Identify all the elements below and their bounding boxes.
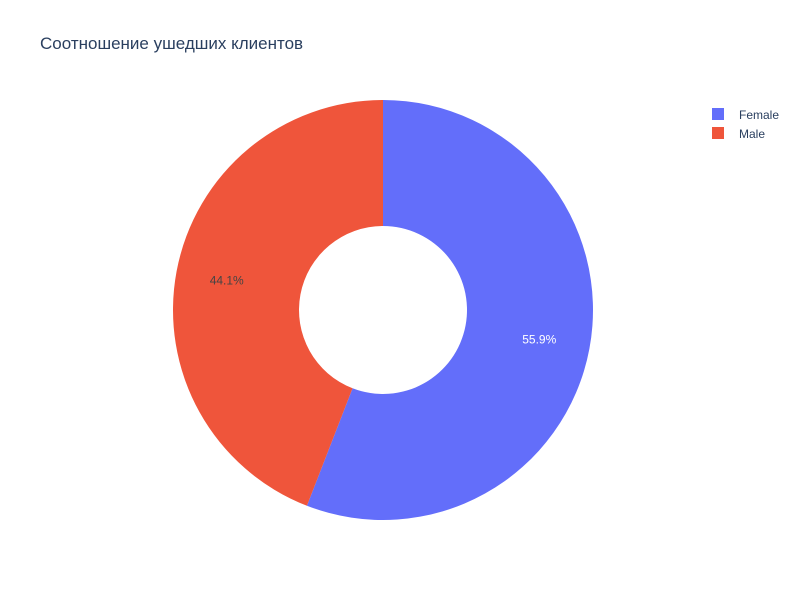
legend-swatch-male	[712, 127, 724, 139]
legend-item-female[interactable]: Female	[712, 108, 779, 122]
legend-swatch-female	[712, 108, 724, 120]
chart-title: Соотношение ушедших клиентов	[40, 34, 304, 53]
legend-label-male: Male	[739, 127, 765, 141]
legend-item-male[interactable]: Male	[712, 127, 765, 141]
slice-male[interactable]	[173, 100, 383, 506]
slice-label-male: 44.1%	[210, 274, 244, 288]
slice-female[interactable]	[306, 100, 594, 520]
slice-label-female: 55.9%	[522, 332, 556, 346]
legend-label-female: Female	[739, 108, 779, 122]
